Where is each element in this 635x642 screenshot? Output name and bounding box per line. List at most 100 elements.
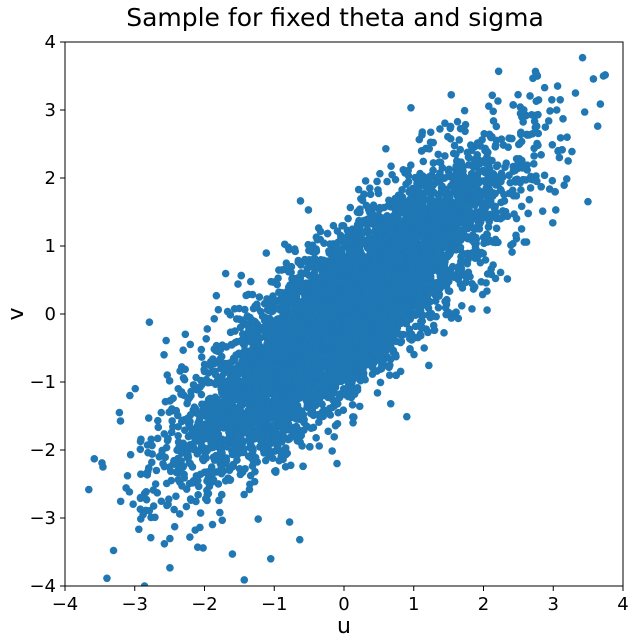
data-point (163, 371, 172, 379)
data-point (170, 505, 178, 514)
data-point (584, 197, 592, 206)
data-point (245, 324, 253, 332)
data-point (511, 166, 519, 175)
data-point (444, 132, 452, 141)
data-point (483, 175, 492, 183)
data-point (255, 423, 264, 431)
data-point (470, 163, 478, 172)
data-point (262, 249, 271, 257)
data-point (398, 194, 407, 203)
data-point (197, 345, 206, 354)
data-point (116, 417, 125, 425)
data-point (519, 118, 527, 126)
data-point (555, 153, 564, 162)
data-point (513, 175, 522, 184)
data-point (261, 456, 270, 465)
data-point (295, 535, 304, 544)
data-point (516, 139, 524, 148)
data-point (548, 176, 557, 185)
data-point (186, 340, 195, 349)
data-points (85, 53, 610, 586)
data-point (154, 423, 163, 432)
data-point (596, 100, 605, 108)
data-point (477, 278, 486, 286)
data-point (165, 377, 174, 385)
data-point (202, 334, 211, 343)
data-point (247, 347, 256, 356)
data-point (344, 214, 352, 223)
data-point (162, 479, 171, 488)
data-point (355, 402, 364, 411)
data-point (455, 136, 464, 144)
data-point (458, 284, 467, 292)
data-point (489, 107, 498, 116)
data-point (227, 340, 236, 349)
data-point (425, 361, 433, 370)
data-point (210, 456, 219, 464)
data-point (157, 450, 166, 459)
data-point (362, 201, 371, 210)
data-point (406, 345, 414, 354)
data-point (447, 91, 456, 99)
data-point (530, 152, 538, 160)
data-point (129, 500, 137, 509)
data-point (497, 135, 506, 144)
data-point (492, 162, 501, 171)
data-point (508, 186, 517, 195)
data-point (333, 227, 342, 235)
data-point (517, 225, 526, 233)
data-point (282, 259, 291, 268)
plot-area (64, 41, 624, 587)
data-point (151, 513, 159, 522)
data-point (126, 450, 135, 459)
data-point (278, 289, 286, 297)
data-point (398, 186, 406, 194)
data-point (416, 331, 425, 340)
data-point (307, 424, 315, 432)
data-point (461, 120, 470, 129)
data-point (548, 219, 557, 227)
data-point (425, 144, 434, 153)
data-point (441, 119, 449, 127)
data-point (541, 123, 550, 131)
data-point (518, 164, 527, 172)
data-point (417, 317, 425, 326)
data-point (487, 265, 495, 273)
data-point (221, 269, 230, 278)
data-point (478, 290, 487, 299)
data-point (474, 158, 483, 167)
data-point (435, 158, 444, 166)
data-point (417, 172, 426, 180)
data-point (230, 304, 239, 313)
data-point (281, 444, 290, 452)
data-point (526, 92, 534, 100)
data-point (426, 128, 435, 137)
data-point (148, 458, 156, 467)
data-point (546, 107, 554, 115)
data-point (339, 406, 348, 415)
data-point (255, 293, 264, 301)
data-point (197, 353, 206, 361)
data-point (589, 75, 598, 83)
data-point (187, 387, 195, 396)
data-point (152, 466, 161, 475)
data-point (580, 108, 589, 116)
data-point (593, 122, 602, 130)
data-point (232, 315, 241, 323)
data-point (346, 203, 355, 212)
data-point (429, 166, 437, 175)
data-point (226, 311, 235, 319)
data-point (164, 495, 173, 503)
data-point (440, 329, 448, 337)
data-point (254, 515, 262, 523)
data-point (548, 140, 557, 149)
data-point (116, 497, 125, 506)
data-point (204, 398, 212, 407)
data-point (103, 574, 111, 583)
data-point (461, 127, 469, 136)
data-point (109, 546, 118, 555)
data-point (517, 202, 526, 211)
data-point (181, 330, 190, 339)
data-point (514, 90, 522, 99)
